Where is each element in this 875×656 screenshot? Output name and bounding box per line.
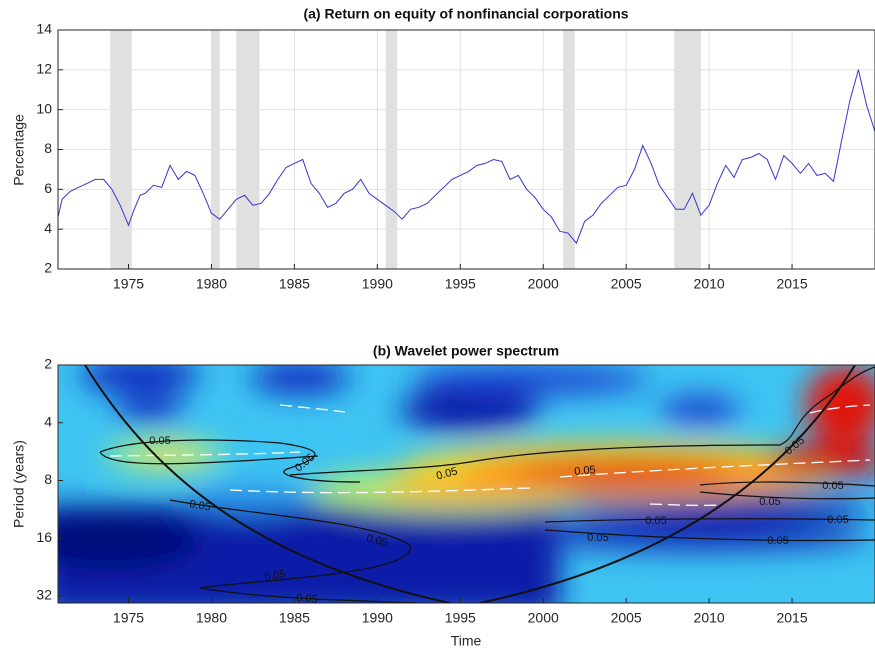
y-tick-label: 32 [36,587,52,603]
x-tick-label: 2015 [776,610,807,626]
y-tick-label: 16 [36,529,52,545]
y-tick-label: 4 [44,220,52,236]
contour-label: 0.05 [263,568,286,584]
x-tick-label: 2005 [611,276,642,292]
y-tick-label: 8 [44,140,52,156]
x-tick-label: 1985 [279,276,310,292]
contour-label: 0.05 [149,435,170,447]
x-tick-label: 2015 [776,276,807,292]
contour-label: 0.05 [188,498,211,514]
y-tick-label: 10 [36,100,52,116]
contour-label: 0.05 [296,592,318,606]
x-tick-label: 2010 [694,610,725,626]
y-tick-label: 2 [44,260,52,276]
x-tick-label: 1975 [113,610,144,626]
y-tick-label: 12 [36,61,52,77]
panel-a: 2 4 6 8 10 12 14 1975 1980 1985 1990 1995 2000 2005 20… [36,21,875,292]
contour-label: 0.05 [822,480,843,492]
contour-label: 0.05 [827,514,848,526]
spectrum [58,365,875,603]
x-tick-label: 1980 [196,276,227,292]
title-b: (b) Wavelet power spectrum [373,343,559,359]
y-label-a: Percentage [11,114,27,186]
x-tick-label: 2010 [694,276,725,292]
contour-label: 0.05 [587,532,608,544]
contour-label: 0.05 [365,532,389,549]
y-tick-label: 2 [44,356,52,372]
contour-label: 0.05 [435,465,459,482]
contour-label: 0.05 [645,515,666,527]
title-a: (a) Return on equity of nonfinancial cor… [303,6,628,22]
contour-label: 0.05 [759,496,780,508]
plot-frame [57,364,875,604]
y-label-b: Period (years) [11,440,27,528]
x-tick-label: 1995 [445,610,476,626]
x-tick-label: 2000 [528,276,559,292]
plot-frame [57,29,875,270]
y-tick-label: 14 [36,21,52,37]
x-tick-label: 1985 [279,610,310,626]
x-tick-label: 1980 [196,610,227,626]
y-tick-label: 4 [44,413,52,429]
x-tick-label: 2005 [611,610,642,626]
x-tick-label: 1995 [445,276,476,292]
y-tick-label: 6 [44,180,52,196]
x-tick-label: 2000 [528,610,559,626]
panel-b: 2 4 8 16 32 1975 1980 1985 1990 1995 2000 2005 2010 2… [36,356,875,626]
x-tick-label: 1990 [362,610,393,626]
line-series [57,69,875,245]
x-tick-label: 1990 [362,276,393,292]
contour-label: 0.05 [767,535,788,547]
y-tick-label: 8 [44,471,52,487]
contour-label: 0.05 [574,464,596,478]
x-tick-label: 1975 [113,276,144,292]
x-label-b: Time [451,633,482,649]
